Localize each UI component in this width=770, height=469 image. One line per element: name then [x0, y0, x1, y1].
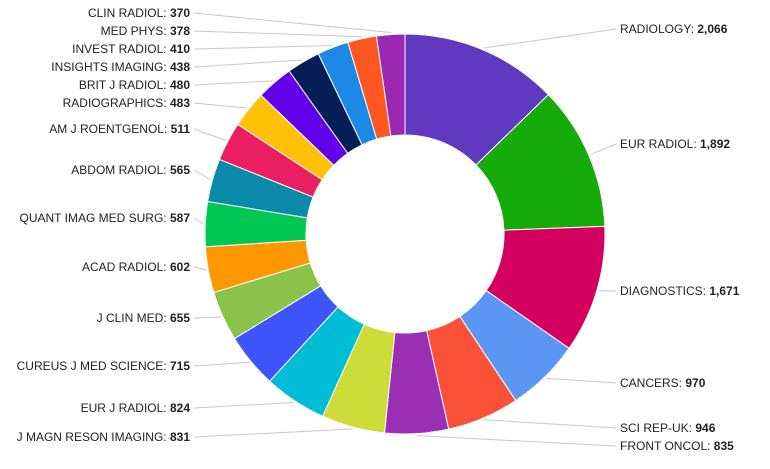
leader-eur-j-radiol	[193, 402, 294, 409]
label-value: 483	[170, 96, 190, 110]
label-j-magn-reson-imaging: J MAGN RESON IMAGING: 831	[17, 430, 191, 444]
label-radiographics: RADIOGRAPHICS: 483	[63, 96, 191, 110]
label-value: 970	[685, 376, 705, 390]
label-value: 2,066	[697, 22, 727, 36]
leader-acad-radiol	[193, 266, 207, 271]
label-category: QUANT IMAG MED SURG:	[20, 211, 170, 225]
label-category: INVEST RADIOL:	[72, 42, 170, 56]
label-quant-imag-med-surg: QUANT IMAG MED SURG: 587	[20, 211, 191, 225]
label-category: ACAD RADIOL:	[82, 260, 170, 274]
label-value: 715	[170, 359, 190, 373]
label-value: 511	[171, 122, 191, 136]
label-category: EUR J RADIOL:	[81, 401, 170, 415]
label-clin-radiol: CLIN RADIOL: 370	[88, 6, 190, 20]
label-value: 655	[170, 311, 190, 325]
label-category: DIAGNOSTICS:	[620, 284, 709, 298]
label-acad-radiol: ACAD RADIOL: 602	[82, 260, 190, 274]
label-category: RADIOGRAPHICS:	[63, 96, 170, 110]
donut-slices	[204, 33, 606, 435]
label-category: J MAGN RESON IMAGING:	[17, 430, 170, 444]
label-brit-j-radiol: BRIT J RADIOL: 480	[79, 78, 190, 92]
label-abdom-radiol: ABDOM RADIOL: 565	[71, 163, 190, 177]
label-category: CLIN RADIOL:	[88, 6, 170, 20]
label-value: 946	[695, 421, 715, 435]
label-category: BRIT J RADIOL:	[79, 78, 170, 92]
label-category: EUR RADIOL:	[620, 137, 700, 151]
leader-eur-radiol	[590, 143, 617, 155]
leader-cureus-j-med-science	[193, 361, 250, 367]
label-category: J CLIN MED:	[97, 311, 170, 325]
leader-am-j-roentgenol	[193, 128, 227, 141]
label-category: INSIGHTS IMAGING:	[51, 60, 170, 74]
label-category: RADIOLOGY:	[620, 22, 697, 36]
label-front-oncol: FRONT ONCOL: 835	[620, 439, 734, 453]
label-diagnostics: DIAGNOSTICS: 1,671	[620, 284, 740, 298]
label-value: 438	[170, 60, 190, 74]
label-category: AM J ROENTGENOL:	[49, 122, 170, 136]
leader-radiology	[483, 28, 617, 49]
leader-med-phys	[193, 30, 362, 38]
label-category: SCI REP-UK:	[620, 421, 695, 435]
label-category: FRONT ONCOL:	[620, 439, 714, 453]
label-value: 378	[170, 24, 190, 38]
leader-radiographics	[193, 102, 248, 109]
slice-clin-radiol	[375, 33, 406, 137]
label-category: ABDOM RADIOL:	[71, 163, 170, 177]
label-value: 480	[170, 78, 190, 92]
label-j-clin-med: J CLIN MED: 655	[97, 311, 191, 325]
leader-sci-rep-uk	[484, 419, 617, 429]
leader-j-magn-reson-imaging	[193, 428, 353, 438]
leader-quant-imag-med-surg	[193, 217, 204, 225]
leader-insights-imaging	[193, 59, 303, 68]
label-sci-rep-uk: SCI REP-UK: 946	[620, 421, 716, 435]
label-cancers: CANCERS: 970	[620, 376, 706, 390]
label-category: MED PHYS:	[101, 24, 170, 38]
label-value: 602	[170, 260, 190, 274]
label-category: CANCERS:	[620, 376, 685, 390]
label-value: 1,671	[709, 284, 739, 298]
leader-abdom-radiol	[193, 169, 211, 180]
label-value: 587	[170, 211, 190, 225]
leader-j-clin-med	[193, 316, 221, 319]
label-eur-j-radiol: EUR J RADIOL: 824	[81, 401, 191, 415]
label-value: 370	[170, 6, 190, 20]
label-med-phys: MED PHYS: 378	[101, 24, 191, 38]
label-category: CUREUS J MED SCIENCE:	[17, 359, 170, 373]
label-invest-radiol: INVEST RADIOL: 410	[72, 42, 190, 56]
leader-brit-j-radiol	[193, 80, 274, 86]
leader-invest-radiol	[193, 45, 333, 50]
leader-lines	[193, 12, 617, 447]
label-radiology: RADIOLOGY: 2,066	[620, 22, 728, 36]
label-value: 565	[170, 163, 190, 177]
leader-clin-radiol	[193, 12, 391, 34]
label-eur-radiol: EUR RADIOL: 1,892	[620, 137, 730, 151]
label-cureus-j-med-science: CUREUS J MED SCIENCE: 715	[17, 359, 191, 373]
leader-cancers	[546, 377, 617, 384]
label-value: 410	[170, 42, 190, 56]
label-value: 831	[170, 430, 190, 444]
label-value: 824	[170, 401, 190, 415]
label-am-j-roentgenol: AM J ROENTGENOL: 511	[49, 122, 190, 136]
label-value: 1,892	[700, 137, 730, 151]
label-value: 835	[714, 439, 734, 453]
label-insights-imaging: INSIGHTS IMAGING: 438	[51, 60, 190, 74]
leader-front-oncol	[416, 435, 617, 447]
slice-labels: RADIOLOGY: 2,066 EUR RADIOL: 1,892 DIAGNOS…	[17, 6, 740, 453]
